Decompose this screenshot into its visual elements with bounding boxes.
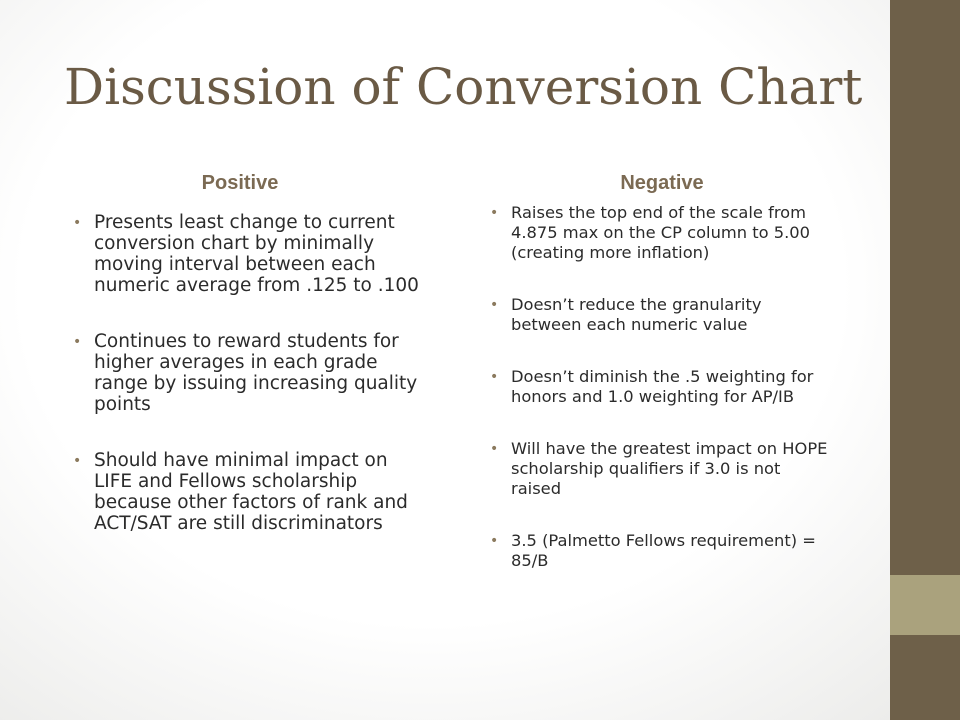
positive-list: • Presents least change to current conve… — [73, 212, 423, 569]
negative-item: • Raises the top end of the scale from 4… — [490, 203, 830, 263]
negative-item: • 3.5 (Palmetto Fellows requirement) = 8… — [490, 531, 830, 571]
negative-item-text: Doesn’t diminish the .5 weighting for ho… — [511, 367, 814, 406]
bullet-icon: • — [490, 205, 499, 221]
negative-column-heading: Negative — [620, 172, 704, 194]
negative-item-text: 3.5 (Palmetto Fellows requirement) = 85/… — [511, 531, 816, 570]
side-band-bottom — [890, 635, 960, 720]
positive-item: • Presents least change to current conve… — [73, 212, 423, 296]
bullet-icon: • — [490, 441, 499, 457]
positive-item-text: Continues to reward students for higher … — [94, 331, 418, 415]
bullet-icon: • — [490, 533, 499, 549]
negative-item-text: Raises the top end of the scale from 4.8… — [511, 203, 811, 262]
negative-item-text: Will have the greatest impact on HOPE sc… — [511, 439, 828, 498]
bullet-icon: • — [73, 453, 82, 469]
negative-item: • Doesn’t reduce the granularity between… — [490, 295, 830, 335]
bullet-icon: • — [73, 215, 82, 231]
positive-column-heading: Positive — [201, 172, 279, 194]
bullet-icon: • — [490, 297, 499, 313]
negative-item: • Doesn’t diminish the .5 weighting for … — [490, 367, 830, 407]
positive-item-text: Should have minimal impact on LIFE and F… — [94, 450, 408, 534]
bullet-icon: • — [490, 369, 499, 385]
positive-item: • Should have minimal impact on LIFE and… — [73, 450, 423, 534]
slide-title: Discussion of Conversion Chart — [64, 58, 863, 116]
side-band-accent — [890, 575, 960, 635]
positive-item: • Continues to reward students for highe… — [73, 331, 423, 415]
negative-item: • Will have the greatest impact on HOPE … — [490, 439, 830, 499]
negative-list: • Raises the top end of the scale from 4… — [490, 203, 830, 603]
positive-item-text: Presents least change to current convers… — [94, 212, 419, 296]
bullet-icon: • — [73, 334, 82, 350]
negative-item-text: Doesn’t reduce the granularity between e… — [511, 295, 762, 334]
